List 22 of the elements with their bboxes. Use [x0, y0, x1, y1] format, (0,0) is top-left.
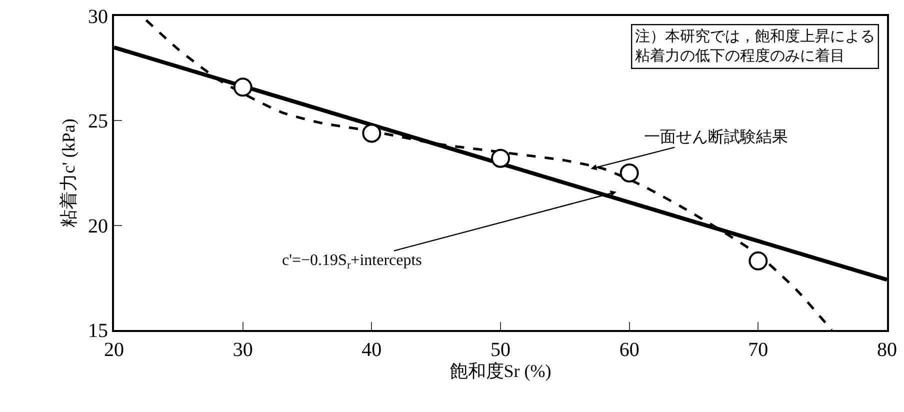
annotation: c'=−0.19S$_{r}$+intercepts	[282, 252, 422, 272]
x-tick-label: 80	[877, 339, 897, 361]
point	[491, 148, 510, 168]
x-tick-label: 60	[619, 339, 640, 361]
point	[620, 164, 639, 182]
point	[748, 251, 768, 270]
y-tick-label: 15	[88, 320, 108, 342]
point	[362, 124, 382, 143]
x-tick-label: 40	[362, 339, 382, 361]
y-tick-label: 25	[88, 110, 108, 133]
x-tick-label: 50	[490, 339, 510, 361]
y-tick-label: 20	[88, 215, 108, 238]
y-tick-label: 30	[88, 6, 108, 28]
x-tick-label: 70	[748, 339, 768, 361]
annotation: 注）本研究では，飽和度上昇による	[635, 28, 876, 46]
x-tick-label: 20	[104, 339, 124, 361]
x-tick-label: 30	[232, 339, 253, 361]
y-axis-title: 粘着力c' (kPa)	[58, 118, 79, 228]
annotation: 一面せん断試験結果	[644, 128, 788, 146]
point	[233, 78, 252, 97]
x-axis-title: 飽和度Sr (%)	[450, 361, 552, 381]
annotation: 粘着力の低下の程度のみに着目	[635, 48, 846, 65]
